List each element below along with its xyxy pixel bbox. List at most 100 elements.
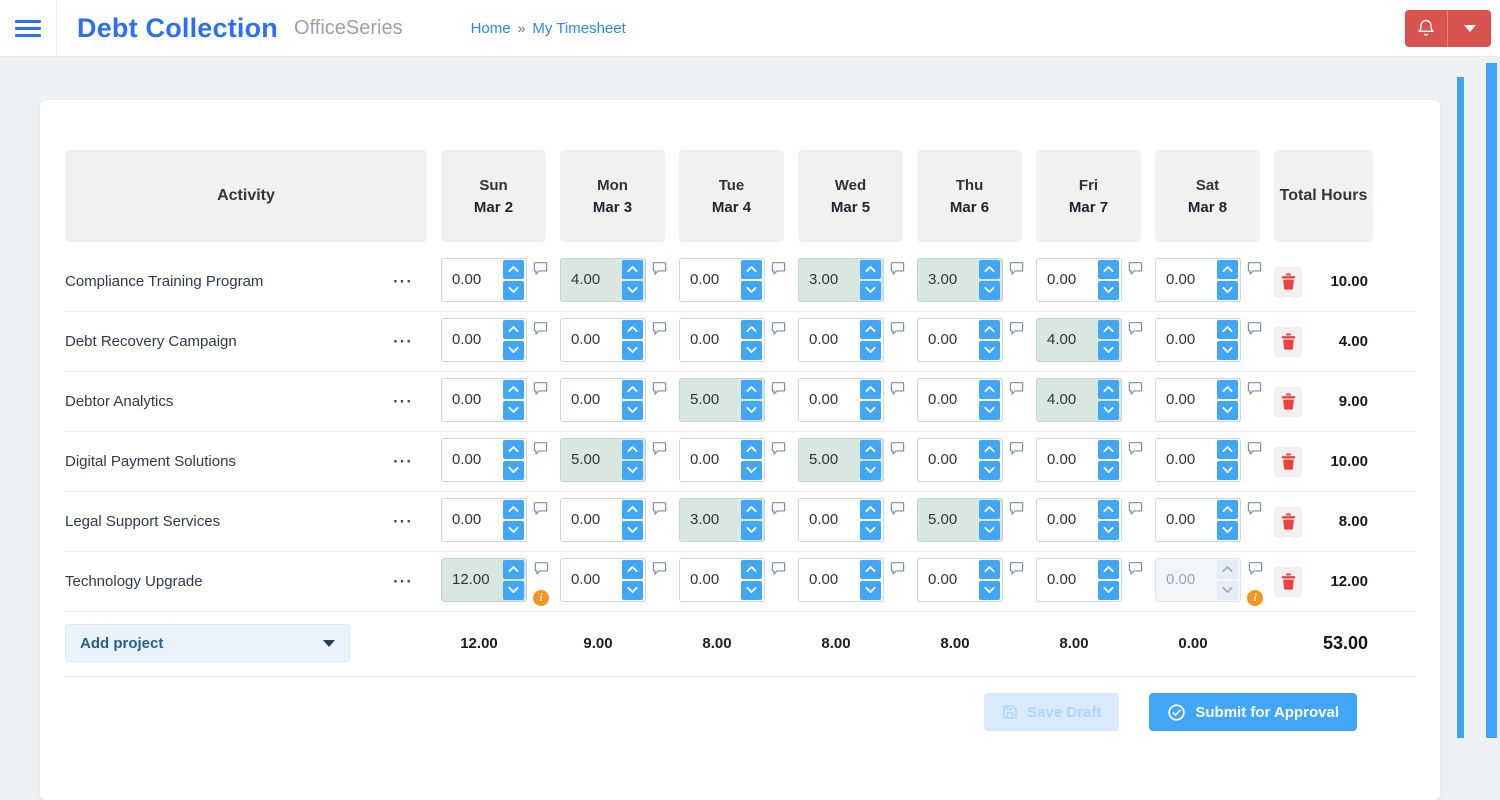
row-options-button[interactable]: ···	[387, 570, 419, 594]
spin-up-button[interactable]	[860, 439, 881, 459]
hours-input[interactable]	[801, 390, 860, 409]
comment-button[interactable]	[533, 501, 548, 516]
spin-down-button[interactable]	[1098, 580, 1119, 600]
hours-input[interactable]	[682, 510, 741, 529]
comment-button[interactable]	[1128, 561, 1143, 576]
spin-up-button[interactable]	[860, 319, 881, 339]
delete-row-button[interactable]	[1274, 506, 1302, 537]
spin-up-button[interactable]	[1098, 379, 1119, 399]
hours-input[interactable]	[444, 330, 503, 349]
spin-up-button[interactable]	[860, 499, 881, 519]
spin-up-button[interactable]	[1217, 379, 1238, 399]
submit-for-approval-button[interactable]: Submit for Approval	[1149, 693, 1357, 731]
save-draft-button[interactable]: Save Draft	[984, 693, 1120, 731]
spin-down-button[interactable]	[860, 580, 881, 600]
hours-input[interactable]	[682, 270, 741, 289]
hours-input[interactable]	[444, 570, 503, 589]
spin-up-button[interactable]	[860, 379, 881, 399]
hours-input[interactable]	[1158, 510, 1217, 529]
delete-row-button[interactable]	[1274, 386, 1302, 417]
comment-button[interactable]	[1009, 501, 1024, 516]
spin-down-button[interactable]	[1217, 580, 1238, 600]
hours-input[interactable]	[1039, 330, 1098, 349]
row-options-button[interactable]: ···	[387, 270, 419, 294]
spin-down-button[interactable]	[979, 280, 1000, 300]
spin-down-button[interactable]	[860, 340, 881, 360]
spin-up-button[interactable]	[741, 559, 762, 579]
comment-button[interactable]	[1247, 501, 1262, 516]
spin-down-button[interactable]	[860, 400, 881, 420]
hours-input[interactable]	[563, 510, 622, 529]
comment-button[interactable]	[771, 561, 786, 576]
inner-scrollbar[interactable]	[1457, 77, 1464, 738]
spin-up-button[interactable]	[979, 439, 1000, 459]
spin-up-button[interactable]	[860, 259, 881, 279]
spin-down-button[interactable]	[741, 340, 762, 360]
hours-input[interactable]	[1158, 570, 1217, 589]
hours-input[interactable]	[1039, 270, 1098, 289]
spin-up-button[interactable]	[741, 379, 762, 399]
hours-input[interactable]	[920, 570, 979, 589]
hours-input[interactable]	[682, 450, 741, 469]
spin-down-button[interactable]	[979, 460, 1000, 480]
spin-up-button[interactable]	[622, 439, 643, 459]
spin-up-button[interactable]	[1098, 259, 1119, 279]
comment-button[interactable]	[652, 561, 667, 576]
comment-button[interactable]	[771, 381, 786, 396]
hours-input[interactable]	[682, 330, 741, 349]
hours-input[interactable]	[920, 450, 979, 469]
spin-down-button[interactable]	[622, 460, 643, 480]
hours-input[interactable]	[563, 570, 622, 589]
spin-up-button[interactable]	[503, 319, 524, 339]
comment-button[interactable]	[771, 321, 786, 336]
hours-input[interactable]	[682, 390, 741, 409]
hours-input[interactable]	[444, 450, 503, 469]
hours-input[interactable]	[1158, 390, 1217, 409]
hours-input[interactable]	[1039, 570, 1098, 589]
spin-up-button[interactable]	[1098, 499, 1119, 519]
notifications-button[interactable]	[1405, 9, 1448, 47]
comment-button[interactable]	[1128, 261, 1143, 276]
hours-input[interactable]	[1039, 450, 1098, 469]
spin-up-button[interactable]	[1217, 499, 1238, 519]
hours-input[interactable]	[563, 330, 622, 349]
hours-input[interactable]	[563, 390, 622, 409]
hours-input[interactable]	[563, 270, 622, 289]
page-scrollbar[interactable]	[1486, 63, 1497, 738]
comment-button[interactable]	[533, 261, 548, 276]
comment-button[interactable]	[1009, 321, 1024, 336]
comment-button[interactable]	[1009, 561, 1024, 576]
comment-button[interactable]	[1128, 321, 1143, 336]
comment-button[interactable]	[1009, 441, 1024, 456]
user-menu-button[interactable]	[1448, 9, 1491, 47]
spin-up-button[interactable]	[741, 439, 762, 459]
spin-down-button[interactable]	[1217, 400, 1238, 420]
comment-button[interactable]	[1009, 261, 1024, 276]
spin-down-button[interactable]	[741, 400, 762, 420]
spin-down-button[interactable]	[741, 280, 762, 300]
spin-down-button[interactable]	[622, 340, 643, 360]
hours-input[interactable]	[1039, 390, 1098, 409]
spin-down-button[interactable]	[1098, 520, 1119, 540]
row-options-button[interactable]: ···	[387, 450, 419, 474]
hours-input[interactable]	[1158, 330, 1217, 349]
spin-down-button[interactable]	[1098, 340, 1119, 360]
hours-input[interactable]	[1039, 510, 1098, 529]
comment-button[interactable]	[534, 561, 549, 576]
spin-down-button[interactable]	[741, 460, 762, 480]
spin-up-button[interactable]	[622, 559, 643, 579]
comment-button[interactable]	[1128, 441, 1143, 456]
spin-up-button[interactable]	[1098, 319, 1119, 339]
hours-input[interactable]	[801, 510, 860, 529]
spin-up-button[interactable]	[503, 439, 524, 459]
comment-button[interactable]	[652, 261, 667, 276]
spin-up-button[interactable]	[1217, 559, 1238, 579]
hours-input[interactable]	[444, 510, 503, 529]
comment-button[interactable]	[890, 261, 905, 276]
spin-up-button[interactable]	[1098, 439, 1119, 459]
spin-down-button[interactable]	[979, 340, 1000, 360]
spin-up-button[interactable]	[979, 499, 1000, 519]
spin-down-button[interactable]	[622, 400, 643, 420]
comment-button[interactable]	[533, 321, 548, 336]
spin-up-button[interactable]	[503, 499, 524, 519]
